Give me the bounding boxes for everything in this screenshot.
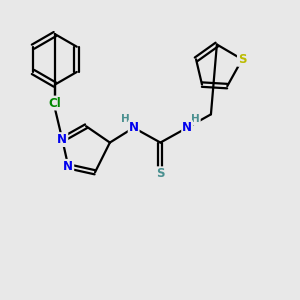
Text: N: N xyxy=(182,121,192,134)
Text: S: S xyxy=(238,53,246,66)
Text: Cl: Cl xyxy=(49,97,61,110)
Text: N: N xyxy=(57,133,67,146)
Text: N: N xyxy=(129,121,139,134)
Text: S: S xyxy=(156,167,165,180)
Text: H: H xyxy=(191,114,200,124)
Text: N: N xyxy=(63,160,73,173)
Text: H: H xyxy=(121,114,130,124)
